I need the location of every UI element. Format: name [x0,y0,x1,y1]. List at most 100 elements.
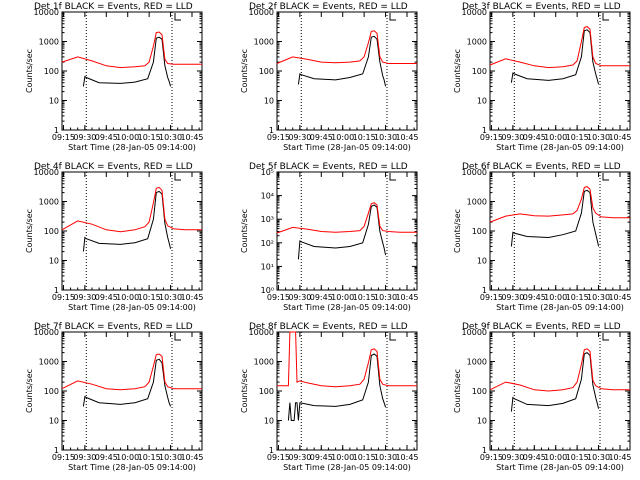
y-tick-label: 1000 [467,198,487,207]
events-trace [287,353,387,421]
y-tick-label: 1000 [254,38,274,47]
x-axis-label: Start Time (28-Jan-05 09:14:00) [283,303,411,312]
x-tick-label: 09:45 [95,293,118,302]
panel-title: Det 7f BLACK = Events, RED = LLD [34,322,193,332]
lld-trace [61,353,202,391]
x-tick-label: 09:15 [480,133,503,142]
y-tick-label: 1000 [39,198,59,207]
y-tick-label: 10⁰ [261,286,274,295]
y-tick-label: 10 [477,97,487,106]
x-tick-label: 10:15 [566,453,589,462]
y-tick-label: 10 [264,97,274,106]
y-tick-label: 100 [44,67,59,76]
x-tick-label: 09:15 [267,453,290,462]
y-tick-label: 100 [472,387,487,396]
x-tick-label: 10:15 [566,133,589,142]
bracket-mark [389,333,396,341]
bracket-mark [174,333,181,341]
y-tick-label: 100 [472,67,487,76]
x-tick-label: 09:45 [523,453,546,462]
x-axis-label: Start Time (28-Jan-05 09:14:00) [283,463,411,472]
x-tick-label: 10:15 [353,293,376,302]
x-tick-label: 10:00 [544,293,567,302]
y-tick-label: 1000 [39,38,59,47]
y-tick-label: 1000 [467,38,487,47]
panel-title: Det 4f BLACK = Events, RED = LLD [34,162,193,172]
panel-title: Det 3f BLACK = Events, RED = LLD [462,2,621,12]
x-tick-label: 10:00 [544,133,567,142]
plot-frame [61,171,203,291]
x-tick-label: 10:45 [180,133,203,142]
x-axis-label: Start Time (28-Jan-05 09:14:00) [496,463,624,472]
plot-frame [276,171,418,291]
x-tick-label: 10:45 [395,453,418,462]
x-tick-label: 09:45 [523,133,546,142]
x-tick-label: 09:45 [95,133,118,142]
x-tick-label: 09:45 [310,133,333,142]
y-axis-label: Counts/sec [25,209,34,253]
bracket-mark [602,173,609,181]
events-trace [510,29,600,85]
bracket-mark [602,333,609,341]
x-tick-label: 10:30 [159,293,182,302]
x-tick-label: 10:00 [544,453,567,462]
y-tick-label: 10 [477,257,487,266]
x-tick-label: 10:15 [353,133,376,142]
y-tick-label: 10000 [462,328,487,337]
plot-frame [276,11,418,131]
events-trace [297,35,387,87]
detector-panel-5: Det 5f BLACK = Events, RED = LLD 10⁰ 10¹ 10… [240,162,419,312]
x-tick-label: 09:30 [501,293,524,302]
x-tick-label: 09:15 [52,293,75,302]
y-tick-label: 10 [264,417,274,426]
x-tick-label: 09:15 [267,293,290,302]
detector-panel-7: Det 7f BLACK = Events, RED = LLD 1 10 100 10… [25,322,204,472]
plot-frame [489,11,631,131]
panel-title: Det 8f BLACK = Events, RED = LLD [249,322,408,332]
x-tick-label: 10:30 [587,453,610,462]
lld-trace [276,202,417,234]
x-tick-label: 10:15 [138,133,161,142]
x-tick-label: 09:15 [52,453,75,462]
x-tick-label: 10:45 [608,133,631,142]
x-tick-label: 10:00 [116,133,139,142]
y-tick-label: 100 [44,227,59,236]
x-tick-label: 09:30 [73,133,96,142]
y-tick-label: 1000 [254,358,274,367]
x-tick-label: 10:00 [331,293,354,302]
y-axis-label: Counts/sec [25,49,34,93]
y-tick-label: 1000 [467,358,487,367]
x-tick-label: 10:45 [608,453,631,462]
y-tick-label: 1 [482,126,487,135]
x-tick-label: 10:45 [395,133,418,142]
y-tick-label: 10⁴ [261,192,274,201]
x-tick-label: 09:15 [480,453,503,462]
panel-title: Det 6f BLACK = Events, RED = LLD [462,162,621,172]
y-tick-label: 1 [54,286,59,295]
events-trace [510,189,600,247]
x-tick-label: 10:30 [159,453,182,462]
detector-panel-1: Det 1f BLACK = Events, RED = LLD 1 10 100 10… [25,2,204,152]
lld-trace [61,186,202,233]
y-tick-label: 10³ [261,215,274,224]
x-tick-label: 09:45 [95,453,118,462]
bracket-mark [602,13,609,21]
x-axis-label: Start Time (28-Jan-05 09:14:00) [68,143,196,152]
x-tick-label: 10:30 [374,453,397,462]
lld-trace [61,31,202,69]
x-tick-label: 10:30 [587,293,610,302]
panel-title: Det 9f BLACK = Events, RED = LLD [462,322,621,332]
detector-panel-8: Det 8f BLACK = Events, RED = LLD 1 10 100 10… [240,322,419,472]
x-tick-label: 10:00 [116,293,139,302]
y-tick-label: 10 [477,417,487,426]
events-trace [510,351,600,412]
panel-title: Det 5f BLACK = Events, RED = LLD [249,162,408,172]
y-tick-label: 10000 [462,168,487,177]
plot-frame [276,331,418,451]
y-tick-label: 100 [259,387,274,396]
x-tick-label: 09:30 [73,293,96,302]
y-axis-label: Counts/sec [240,209,249,253]
y-tick-label: 100 [472,227,487,236]
bracket-mark [174,13,181,21]
y-axis-label: Counts/sec [240,49,249,93]
